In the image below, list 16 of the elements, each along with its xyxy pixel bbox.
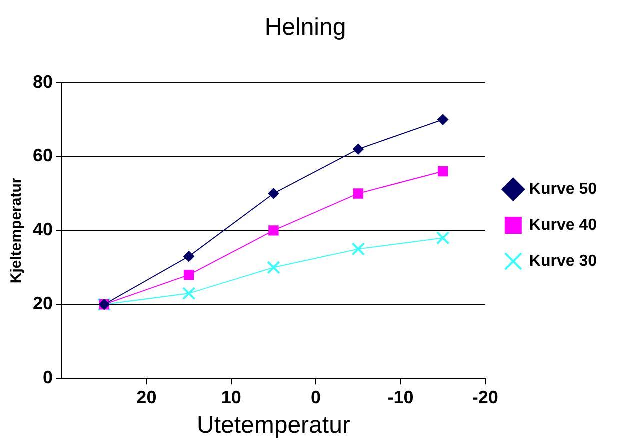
y-tick-label: 20 bbox=[32, 294, 54, 314]
x-tick-label: 0 bbox=[311, 387, 322, 408]
y-tick-label: 40 bbox=[32, 220, 54, 240]
legend-label: Kurve 30 bbox=[529, 252, 598, 270]
legend-label: Kurve 50 bbox=[529, 180, 598, 198]
x-tick-label: 10 bbox=[221, 387, 242, 408]
x-tick-label: -10 bbox=[388, 387, 414, 408]
x-axis-title: Utetemperatur bbox=[197, 412, 350, 440]
y-axis-title: Kjeltemperatur bbox=[8, 178, 26, 284]
chart-title: Helning bbox=[264, 14, 346, 42]
legend-label: Kurve 40 bbox=[529, 216, 598, 234]
y-tick-label: 0 bbox=[43, 368, 54, 388]
x-tick-label: 20 bbox=[136, 387, 157, 408]
y-tick-label: 60 bbox=[32, 146, 54, 166]
x-tick-label: -20 bbox=[472, 387, 498, 408]
y-tick-label: 80 bbox=[32, 72, 54, 92]
